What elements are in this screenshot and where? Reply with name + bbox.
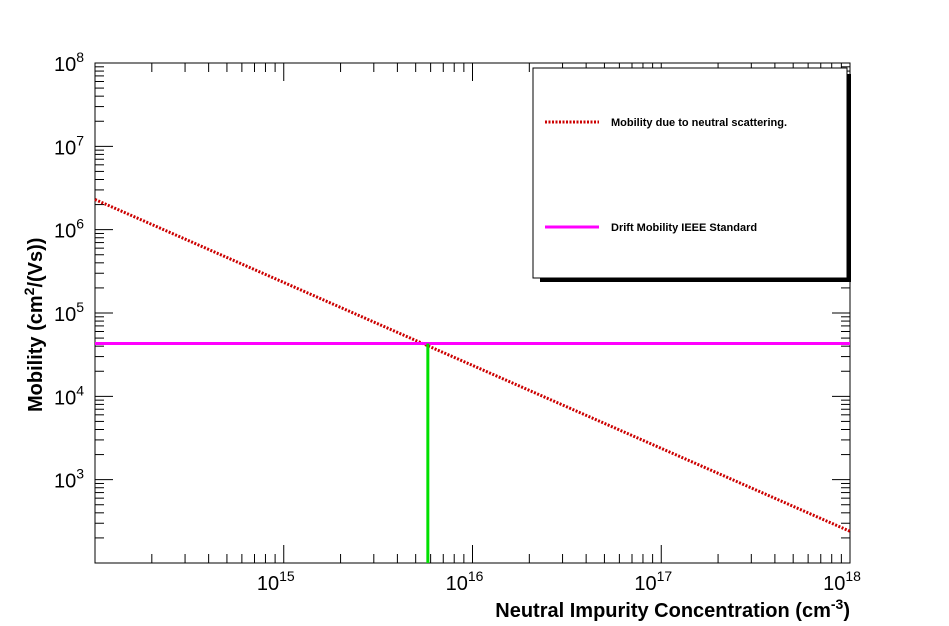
x-axis-title-tail: ) (843, 600, 850, 622)
y-tick-label-exp: 7 (76, 132, 84, 148)
y-tick-label: 105 (54, 299, 84, 326)
series-line-0 (94, 198, 851, 533)
y-tick-label-exp: 5 (76, 299, 84, 315)
y-tick-label-base: 10 (54, 54, 76, 76)
x-tick-label-base: 10 (634, 573, 656, 595)
y-tick-label-exp: 6 (76, 216, 84, 232)
y-tick-label: 108 (54, 49, 84, 76)
y-tick-label-exp: 4 (76, 382, 84, 398)
y-tick-label-exp: 8 (76, 49, 84, 65)
y-tick-label-base: 10 (54, 387, 76, 409)
y-tick-label: 104 (54, 382, 84, 409)
y-tick-label-base: 10 (54, 471, 76, 493)
x-tick-label-base: 10 (446, 573, 468, 595)
x-tick-label-base: 10 (257, 573, 279, 595)
x-tick-label: 1018 (823, 568, 861, 595)
x-tick-label-exp: 16 (468, 568, 484, 584)
y-tick-label: 107 (54, 132, 84, 159)
x-tick-label-exp: 15 (279, 568, 295, 584)
series-layer (94, 198, 851, 563)
y-axis-title-main: Mobility (cm (25, 295, 47, 412)
y-tick-label: 106 (54, 216, 84, 243)
x-tick-label-base: 10 (823, 573, 845, 595)
y-axis-title: Mobility (cm2/(Vs)) (21, 238, 47, 412)
x-tick-label-exp: 17 (657, 568, 673, 584)
x-tick-label-exp: 18 (845, 568, 861, 584)
legend-box (532, 67, 848, 279)
x-tick-label: 1015 (257, 568, 295, 595)
x-axis-title-main: Neutral Impurity Concentration (cm (495, 600, 831, 622)
legend-label-drift-mobility: Drift Mobility IEEE Standard (611, 222, 757, 234)
x-axis-title: Neutral Impurity Concentration (cm-3) (495, 596, 850, 622)
y-axis-title-tail: /(Vs)) (25, 238, 47, 288)
x-axis-title-sup: -3 (831, 596, 844, 612)
y-tick-label-base: 10 (54, 304, 76, 326)
y-tick-label: 103 (54, 466, 84, 493)
x-tick-label: 1016 (446, 568, 484, 595)
x-tick-label: 1017 (634, 568, 672, 595)
y-tick-label-exp: 3 (76, 466, 84, 482)
y-tick-label-base: 10 (54, 137, 76, 159)
legend-label-neutral-scattering: Mobility due to neutral scattering. (611, 117, 787, 129)
y-tick-label-base: 10 (54, 221, 76, 243)
y-axis-title-sup: 2 (21, 287, 37, 295)
legend: Mobility due to neutral scattering. Drif… (532, 67, 851, 282)
